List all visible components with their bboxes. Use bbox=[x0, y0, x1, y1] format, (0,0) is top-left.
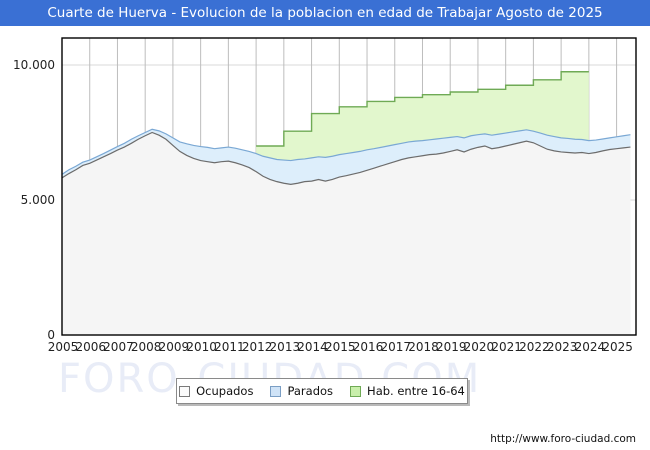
legend-swatch-habitantes bbox=[350, 385, 362, 397]
x-tick-label: 2022 bbox=[519, 340, 550, 354]
title-bar: Cuarte de Huerva - Evolucion de la pobla… bbox=[4, 0, 646, 26]
x-tick-label: 2010 bbox=[186, 340, 217, 354]
x-tick-label: 2013 bbox=[270, 340, 301, 354]
x-tick-label: 2021 bbox=[491, 340, 522, 354]
chart-svg: 0 5.000 10.000 2005200620072008200920102011… bbox=[13, 37, 637, 354]
chart-legend: Ocupados Parados Hab. entre 16-64 bbox=[176, 378, 468, 404]
legend-swatch-ocupados bbox=[179, 385, 191, 397]
legend-label-ocupados: Ocupados bbox=[196, 384, 254, 398]
legend-label-parados: Parados bbox=[287, 384, 334, 398]
footer-url[interactable]: http://www.foro-ciudad.com bbox=[490, 433, 636, 445]
legend-item-ocupados[interactable]: Ocupados bbox=[179, 384, 253, 398]
plot-area: 0 5.000 10.000 2005 2006 2007 2008 2009 2010 2011… bbox=[0, 26, 650, 430]
y-tick-label: 0 bbox=[47, 328, 55, 342]
x-tick-label: 2007 bbox=[103, 340, 134, 354]
legend-label-habitantes: Hab. entre 16-64 bbox=[367, 384, 465, 398]
x-tick-label: 2009 bbox=[159, 340, 190, 354]
x-tick-label: 2005 bbox=[48, 340, 79, 354]
x-tick-label: 2025 bbox=[602, 340, 633, 354]
x-tick-label: 2023 bbox=[547, 340, 578, 354]
x-tick-label: 2006 bbox=[75, 340, 106, 354]
legend-item-parados[interactable]: Parados bbox=[270, 384, 333, 398]
y-tick-label: 10.000 bbox=[13, 58, 55, 72]
x-tick-label: 2016 bbox=[353, 340, 384, 354]
x-tick-label: 2018 bbox=[408, 340, 439, 354]
legend-swatch-parados bbox=[270, 385, 282, 397]
x-tick-label: 2017 bbox=[380, 340, 411, 354]
x-tick-label: 2008 bbox=[131, 340, 162, 354]
x-tick-label: 2011 bbox=[214, 340, 245, 354]
page-title: Cuarte de Huerva - Evolucion de la pobla… bbox=[47, 5, 603, 21]
x-tick-label: 2012 bbox=[242, 340, 273, 354]
x-tick-label: 2024 bbox=[575, 340, 606, 354]
x-tick-label: 2020 bbox=[464, 340, 495, 354]
x-tick-label: 2019 bbox=[436, 340, 467, 354]
x-tick-label: 2015 bbox=[325, 340, 356, 354]
legend-item-habitantes[interactable]: Hab. entre 16-64 bbox=[350, 384, 465, 398]
y-tick-label: 5.000 bbox=[21, 193, 55, 207]
x-tick-label: 2014 bbox=[297, 340, 328, 354]
